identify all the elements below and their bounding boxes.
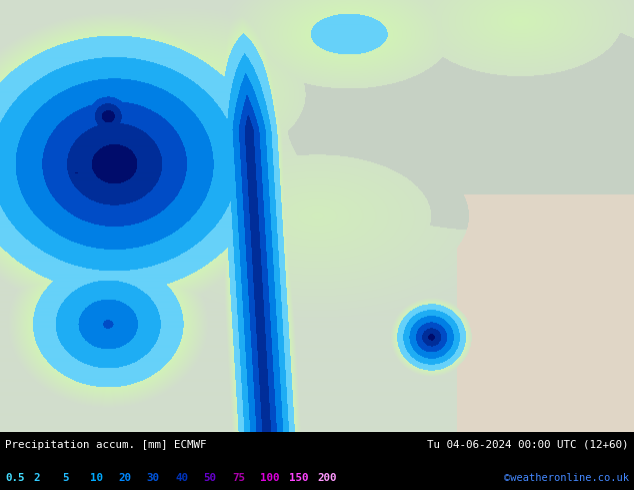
Text: 150: 150 — [288, 473, 308, 484]
Text: 2: 2 — [34, 473, 40, 484]
Text: Precipitation accum. [mm] ECMWF: Precipitation accum. [mm] ECMWF — [5, 440, 207, 450]
Text: 100: 100 — [261, 473, 280, 484]
Text: 200: 200 — [317, 473, 337, 484]
Text: ©weatheronline.co.uk: ©weatheronline.co.uk — [504, 473, 629, 484]
Text: 50: 50 — [204, 473, 217, 484]
Text: 40: 40 — [175, 473, 188, 484]
Text: Tu 04-06-2024 00:00 UTC (12+60): Tu 04-06-2024 00:00 UTC (12+60) — [427, 440, 629, 450]
Text: 10: 10 — [90, 473, 103, 484]
Text: 5: 5 — [61, 473, 68, 484]
Text: 75: 75 — [232, 473, 245, 484]
Text: 20: 20 — [119, 473, 131, 484]
Text: 0.5: 0.5 — [5, 473, 25, 484]
Text: 30: 30 — [147, 473, 160, 484]
